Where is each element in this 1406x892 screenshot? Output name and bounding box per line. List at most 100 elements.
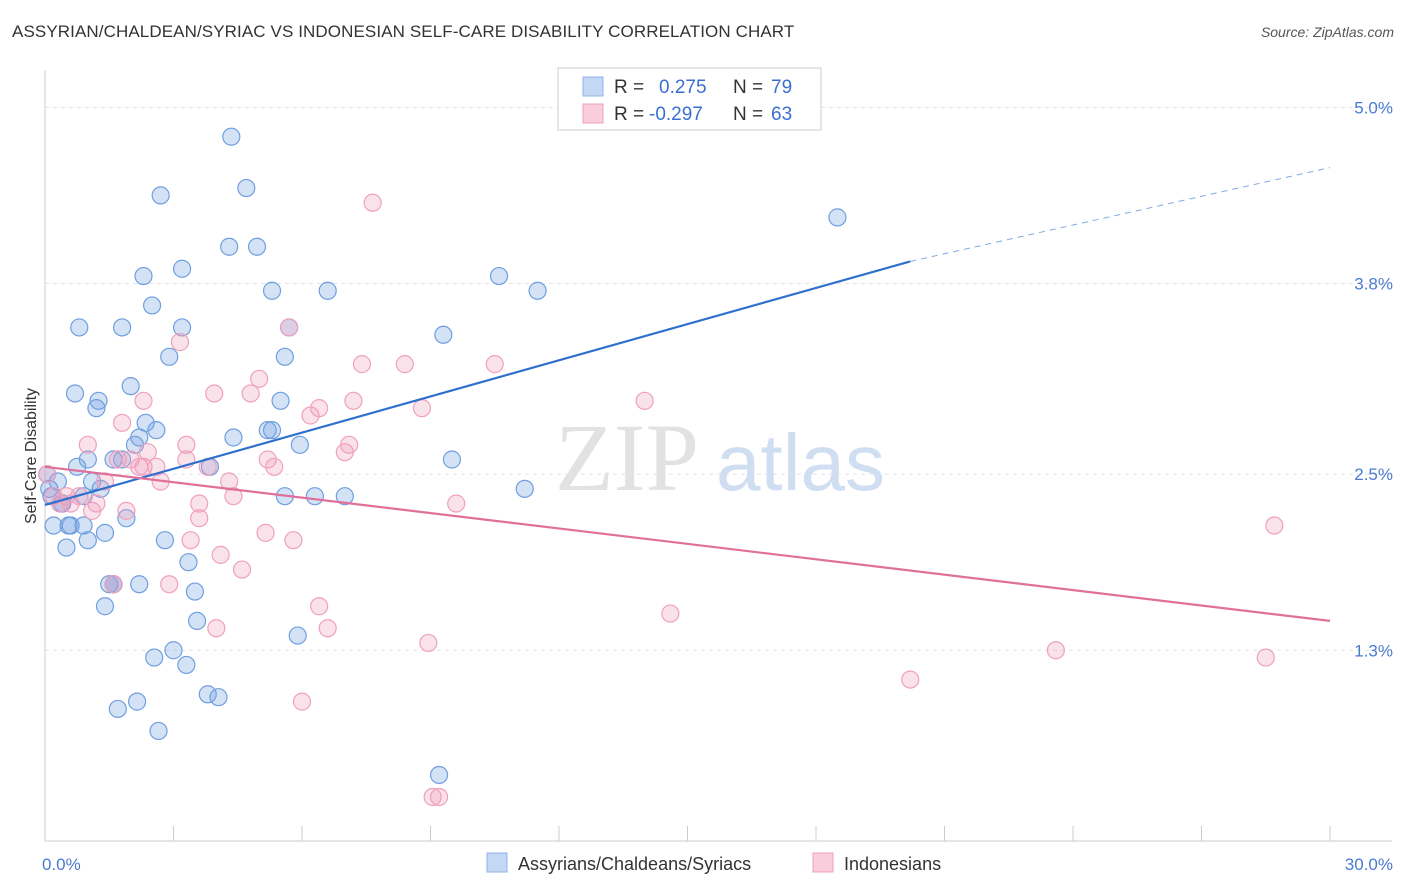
point-indonesian-45 (310, 399, 329, 418)
point-assyrian-68 (335, 487, 354, 506)
point-assyrian-70 (434, 325, 453, 344)
point-indonesian-48 (340, 435, 359, 454)
legend-r-value-assyrian: 0.275 (659, 77, 707, 98)
point-assyrian-39 (151, 186, 170, 205)
point-indonesian-26 (190, 494, 209, 513)
point-assyrian-56 (247, 237, 267, 256)
x-tick-label-max: 30.0% (1345, 855, 1393, 874)
point-assyrian-60 (271, 391, 290, 410)
x-tick-label-min: 0.0% (42, 855, 81, 874)
y-axis-title: Self-Care Disability (23, 388, 40, 524)
point-assyrian-74 (528, 281, 547, 300)
bottom-legend-label-assyrian: Assyrians/Chaldeans/Syriacs (518, 854, 751, 874)
point-assyrian-16 (89, 391, 108, 410)
point-assyrian-27 (117, 509, 136, 528)
point-assyrian-45 (177, 655, 196, 675)
trend-line-indonesian (44, 465, 1331, 622)
point-assyrian-30 (127, 692, 147, 711)
point-indonesian-33 (224, 487, 243, 506)
point-assyrian-42 (164, 641, 183, 660)
watermark-zip: ZIP (555, 404, 699, 511)
point-indonesian-25 (181, 531, 200, 550)
point-assyrian-38 (149, 721, 168, 741)
trend-line-extension-assyrian (910, 167, 1331, 262)
source-credit: Source: ZipAtlas.com (1260, 24, 1394, 40)
point-indonesian-23 (177, 435, 196, 454)
watermark: ZIP atlas (555, 404, 885, 511)
point-assyrian-13 (78, 450, 97, 469)
legend-swatch-assyrian (582, 76, 604, 97)
point-assyrian-34 (136, 413, 155, 432)
point-indonesian-64 (1265, 516, 1284, 535)
point-assyrian-61 (275, 347, 294, 366)
point-assyrian-31 (130, 575, 149, 594)
point-assyrian-54 (224, 428, 243, 447)
point-indonesian-59 (635, 391, 654, 410)
point-assyrian-19 (95, 523, 115, 542)
bottom-legend-swatch-assyrian (486, 852, 508, 873)
point-indonesian-50 (352, 355, 372, 374)
point-indonesian-19 (147, 457, 166, 476)
point-assyrian-66 (305, 487, 324, 506)
point-indonesian-57 (447, 494, 466, 513)
point-indonesian-55 (423, 787, 442, 807)
point-assyrian-3 (48, 472, 67, 491)
point-indonesian-52 (395, 355, 414, 374)
point-assyrian-69 (429, 765, 449, 785)
x-tick-marks (44, 826, 1331, 841)
point-indonesian-11 (108, 450, 127, 469)
point-indonesian-46 (318, 619, 337, 638)
point-assyrian-8 (65, 384, 85, 403)
point-indonesian-22 (170, 333, 190, 352)
bottom-legend-label-indonesian: Indonesians (844, 854, 941, 874)
point-assyrian-46 (179, 553, 198, 572)
point-indonesian-49 (344, 391, 363, 410)
point-indonesian-41 (284, 531, 303, 550)
bottom-legend: Assyrians/Chaldeans/Syriacs Indonesians (486, 852, 941, 874)
point-assyrian-20 (100, 575, 119, 594)
point-assyrian-47 (185, 582, 205, 601)
point-assyrian-35 (142, 296, 162, 315)
x-tick-labels: 0.0% 30.0% (42, 855, 1393, 874)
point-assyrian-48 (187, 611, 207, 631)
point-assyrian-33 (134, 266, 153, 286)
legend-n-label-assyrian: N = (733, 77, 763, 98)
point-indonesian-27 (190, 509, 209, 528)
legend-n-label-indonesian: N = (733, 104, 763, 125)
legend-n-value-assyrian: 79 (771, 77, 792, 98)
point-assyrian-36 (145, 648, 164, 667)
y-tick-label-2: 3.8% (1354, 274, 1393, 293)
point-assyrian-73 (515, 479, 534, 498)
legend-swatch-indonesian (582, 103, 604, 124)
point-assyrian-24 (108, 699, 127, 719)
point-assyrian-15 (87, 399, 106, 418)
point-indonesian-31 (211, 545, 230, 564)
point-assyrian-59 (262, 421, 282, 440)
point-assyrian-55 (237, 178, 256, 198)
trend-lines (44, 167, 1331, 622)
point-indonesian-37 (256, 523, 275, 542)
point-indonesian-63 (1256, 648, 1275, 667)
point-indonesian-18 (138, 443, 157, 462)
point-assyrian-40 (155, 531, 175, 550)
point-assyrian-11 (74, 516, 93, 535)
point-indonesian-39 (265, 457, 284, 476)
point-indonesian-30 (207, 619, 226, 638)
point-indonesian-12 (112, 413, 132, 432)
bottom-legend-swatch-indonesian (812, 852, 834, 873)
legend-box: R = 0.275 N = 79 R = -0.297 N = 63 (557, 67, 822, 131)
point-assyrian-67 (318, 281, 337, 300)
point-assyrian-25 (112, 318, 132, 337)
point-indonesian-36 (250, 369, 269, 388)
point-assyrian-53 (222, 127, 241, 146)
point-indonesian-44 (310, 597, 329, 616)
axes (44, 70, 1392, 842)
point-assyrian-7 (61, 516, 80, 535)
legend-r-label-indonesian: R = (614, 104, 644, 125)
point-assyrian-75 (828, 208, 847, 227)
point-assyrian-18 (95, 597, 115, 616)
point-indonesian-13 (117, 501, 136, 520)
point-indonesian-56 (429, 787, 449, 807)
point-indonesian-40 (280, 318, 299, 337)
